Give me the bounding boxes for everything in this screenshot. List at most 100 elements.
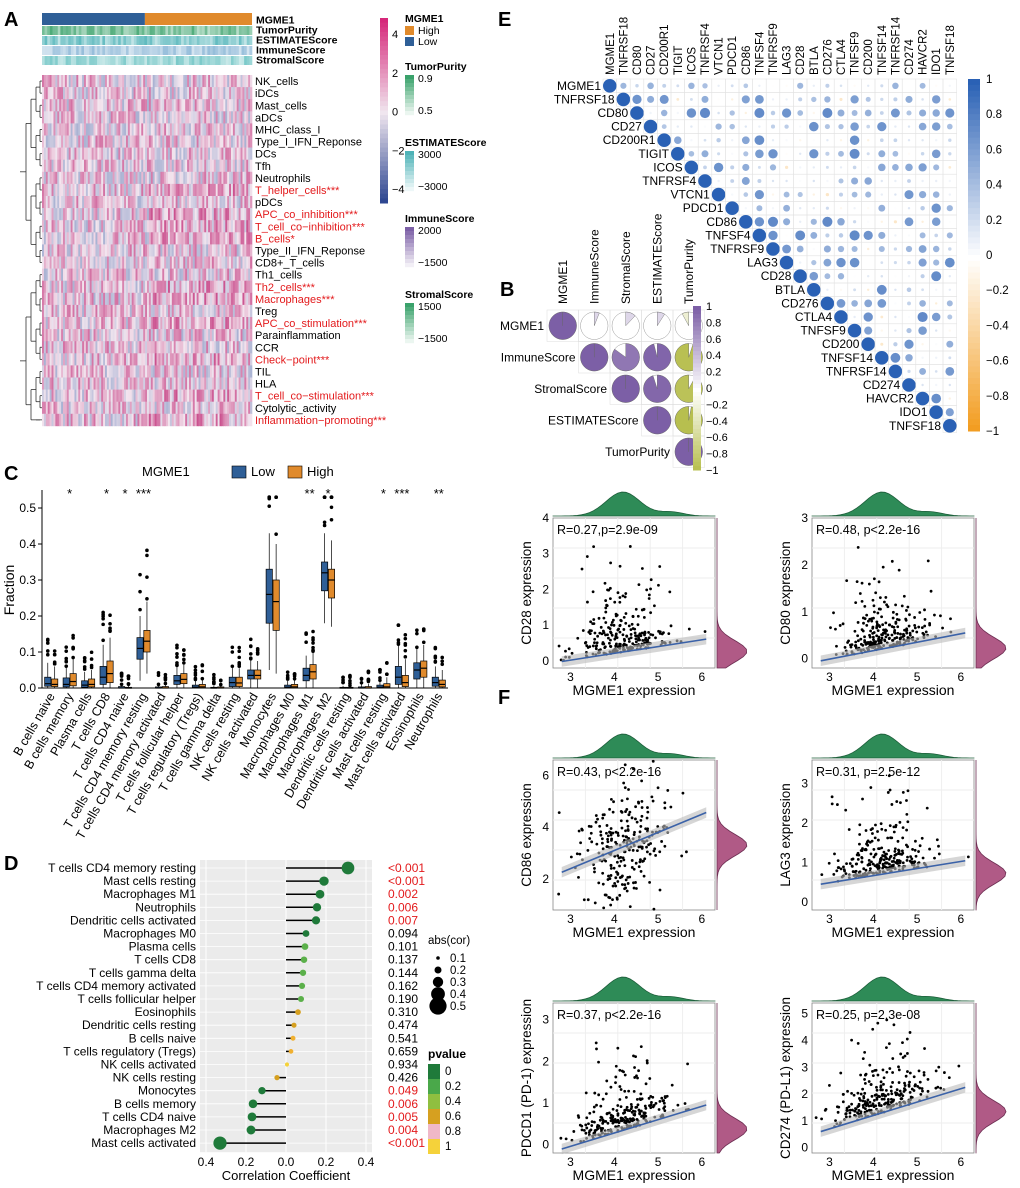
heatmap-cell (63, 304, 66, 318)
heatmap-cell (47, 232, 50, 245)
heatmap-cell (213, 99, 217, 112)
heatmap-cell (124, 304, 127, 318)
heatmap-cell (150, 244, 154, 257)
heatmap-cell (64, 159, 68, 173)
heatmap-cell (158, 377, 161, 390)
heatmap-cell (206, 183, 209, 197)
heatmap-cell (122, 135, 125, 148)
heatmap-cell (200, 171, 203, 185)
heatmap-cell (183, 268, 186, 281)
heatmap-cell (124, 220, 127, 233)
heatmap-cell (215, 232, 218, 245)
heatmap-cell (127, 317, 131, 330)
heatmap-cell (169, 75, 173, 88)
heatmap-cell (93, 147, 96, 160)
heatmap-cell (215, 159, 218, 173)
heatmap-cell (93, 413, 96, 427)
anno-cell (147, 56, 150, 65)
heatmap-cell (175, 123, 178, 136)
anno-cell (73, 26, 77, 35)
heatmap-cell (162, 232, 165, 245)
heatmap-cell (166, 183, 169, 197)
anno-cell (118, 46, 122, 55)
heatmap-cell (217, 244, 220, 257)
heatmap-cell (116, 329, 119, 342)
corr-b-colorbar-step (693, 441, 701, 446)
anno-cell (49, 36, 53, 45)
heatmap-cell (198, 268, 201, 281)
heatmap-cell (154, 280, 157, 294)
heatmap-cell (45, 329, 49, 342)
heatmap-cell (95, 304, 98, 318)
heatmap-cell (196, 292, 199, 306)
heatmap-cell (240, 401, 243, 415)
heatmap-cell (105, 99, 108, 112)
heatmap-cell (116, 220, 119, 233)
heatmap-cell (147, 147, 150, 160)
heatmap-cell (177, 389, 180, 402)
heatmap-cell (45, 147, 49, 160)
heatmap-cell (194, 171, 197, 185)
corr-e-circle (878, 245, 885, 253)
heatmap-cell (204, 159, 207, 173)
heatmap-cell (246, 208, 249, 221)
heatmap-cell (206, 232, 209, 245)
heatmap-cell (74, 280, 77, 294)
heatmap-cell (183, 292, 186, 306)
heatmap-cell (160, 292, 163, 306)
heatmap-cell (95, 268, 98, 281)
heatmap-cell (202, 401, 205, 415)
heatmap-cell (114, 171, 117, 185)
heatmap-cell (221, 232, 224, 245)
heatmap-cell (95, 232, 98, 245)
heatmap-cell (120, 232, 123, 245)
heatmap-cell (213, 389, 217, 402)
heatmap-cell (141, 401, 144, 415)
heatmap-cell (208, 75, 211, 88)
heatmap-cell (225, 353, 228, 366)
anno-cell (60, 56, 64, 65)
heatmap-cell (198, 353, 201, 366)
heatmap-cell (177, 220, 180, 233)
heatmap-cell (47, 196, 50, 209)
anno-cell (89, 56, 93, 65)
anno-cell (236, 46, 240, 55)
heatmap-cell (141, 413, 144, 427)
corr-e-circle (739, 215, 753, 229)
heatmap-cell (131, 111, 134, 124)
legend-gradient-step (405, 83, 414, 88)
anno-cell (47, 36, 51, 45)
heatmap-cell (200, 147, 203, 160)
heatmap-cell (236, 353, 239, 366)
heatmap-cell (43, 208, 47, 221)
heatmap-cell (143, 111, 146, 124)
anno-cell (49, 46, 53, 55)
heatmap-cell (213, 292, 217, 306)
heatmap-cell (150, 389, 154, 402)
heatmap-cell (110, 87, 113, 100)
heatmap-cell (211, 256, 215, 269)
corr-e-circle (893, 220, 897, 224)
heatmap-cell (192, 123, 196, 136)
legend-gradient-step (405, 319, 414, 324)
anno-cell (223, 36, 227, 45)
heatmap-cell (250, 365, 253, 378)
heatmap-cell (185, 329, 188, 342)
heatmap-cell (93, 377, 96, 390)
heatmap-cell (246, 244, 249, 257)
heatmap-cell (250, 244, 253, 257)
heatmap-cell (43, 389, 47, 402)
heatmap-cell (238, 99, 241, 112)
heatmap-cell (66, 256, 70, 269)
heatmap-cell (179, 111, 182, 124)
corr-e-circle (635, 84, 639, 88)
heatmap-cell (236, 123, 239, 136)
corr-e-row-label: LAG3 (747, 256, 778, 270)
heatmap-cell (103, 208, 106, 221)
heatmap-cell (84, 135, 87, 148)
heatmap-cell (45, 377, 49, 390)
heatmap-cell (124, 389, 127, 402)
heatmap-cell (244, 341, 247, 354)
heatmap-cell (106, 196, 110, 209)
heatmap-cell (66, 123, 70, 136)
